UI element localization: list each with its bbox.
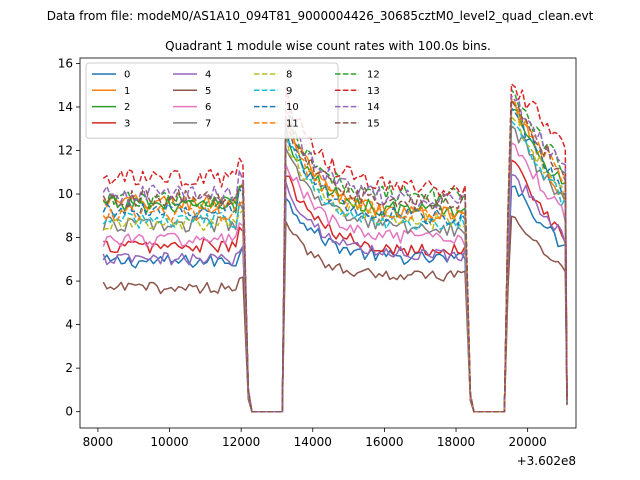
x-tick-label: 8000 [83, 435, 114, 449]
y-tick-label: 2 [65, 361, 73, 375]
x-tick-label: 12000 [222, 435, 260, 449]
x-tick-label: 14000 [294, 435, 332, 449]
x-tick-label: 18000 [437, 435, 475, 449]
legend-label-3: 3 [124, 118, 130, 129]
x-tick-label: 16000 [365, 435, 403, 449]
legend-box [85, 62, 339, 139]
legend-label-14: 14 [367, 102, 380, 113]
legend-label-15: 15 [367, 118, 380, 129]
legend-label-0: 0 [124, 70, 130, 81]
x-offset-label: +3.602e8 [517, 454, 576, 468]
legend-label-13: 13 [367, 86, 380, 97]
figure-suptitle: Data from file: modeM0/AS1A10_094T81_900… [47, 9, 594, 23]
legend-label-9: 9 [286, 86, 292, 97]
x-tick-label: 10000 [150, 435, 188, 449]
legend-label-7: 7 [205, 118, 211, 129]
y-tick-label: 6 [65, 274, 73, 288]
legend-label-11: 11 [286, 118, 299, 129]
y-tick-label: 14 [58, 100, 73, 114]
axes-frame [79, 57, 577, 429]
series-layer [102, 83, 568, 413]
legend-label-12: 12 [367, 70, 380, 81]
ticks-layer: 8000 10000 12000 14000 16000 18000 20000 0 2 4 6 8 1… [58, 56, 547, 449]
legend-label-2: 2 [124, 102, 130, 113]
legend-label-4: 4 [205, 70, 211, 81]
y-tick-label: 16 [58, 56, 73, 70]
legend-label-10: 10 [286, 102, 299, 113]
y-tick-label: 12 [58, 144, 73, 158]
series-line-15 [102, 99, 568, 413]
x-tick-label: 20000 [509, 435, 547, 449]
legend-label-1: 1 [124, 86, 130, 97]
chart-title: Quadrant 1 module wise count rates with … [165, 39, 491, 53]
y-tick-label: 4 [65, 318, 73, 332]
legend-label-8: 8 [286, 70, 292, 81]
y-tick-label: 0 [65, 405, 73, 419]
series-line-14 [102, 95, 568, 413]
y-tick-label: 10 [58, 187, 73, 201]
legend-label-6: 6 [205, 102, 211, 113]
y-tick-label: 8 [65, 231, 73, 245]
series-line-9 [102, 120, 568, 413]
legend-label-5: 5 [205, 86, 211, 97]
